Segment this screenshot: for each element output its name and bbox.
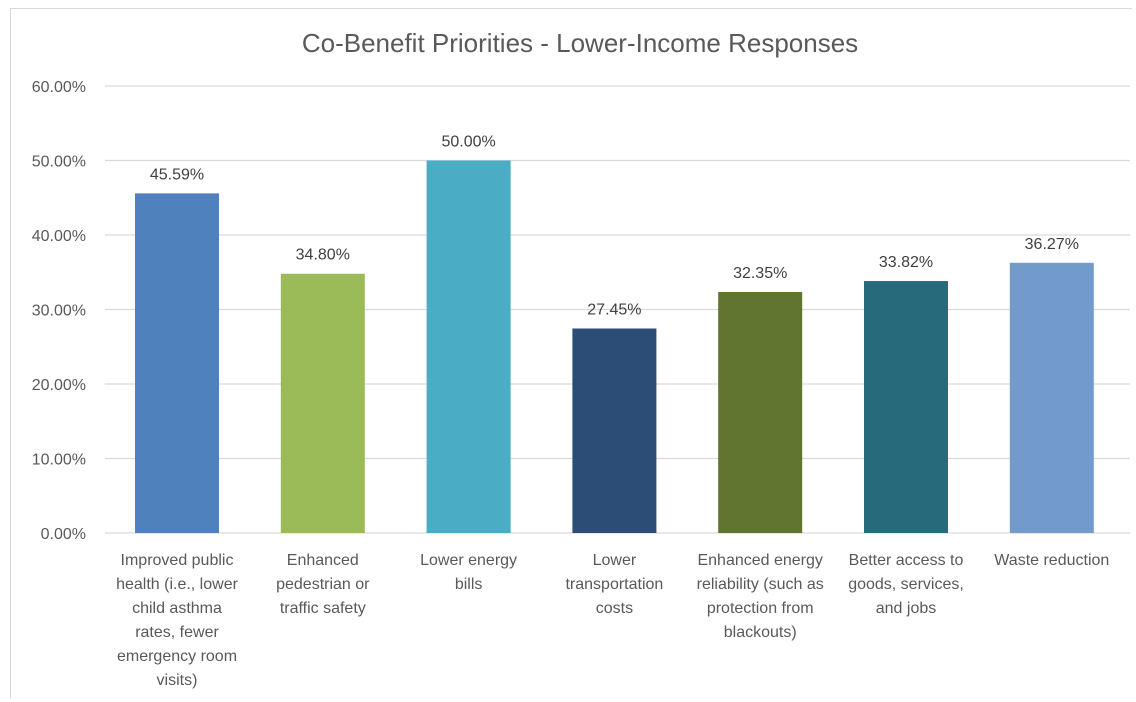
- category-label: Better access to goods, services, and jobs: [848, 552, 964, 617]
- bars: [135, 160, 1094, 534]
- bar: [426, 160, 511, 533]
- data-label: 50.00%: [441, 134, 495, 151]
- data-label: 27.45%: [587, 301, 641, 318]
- data-label: 34.80%: [296, 247, 350, 264]
- y-tick-label: 30.00%: [32, 303, 86, 320]
- x-axis-category-labels: Improved public health (i.e., lower child …: [116, 552, 1109, 689]
- category-label: Waste reduction: [994, 552, 1109, 569]
- chart-title: Co-Benefit Priorities - Lower-Income Res…: [301, 28, 859, 58]
- y-tick-label: 50.00%: [32, 154, 86, 171]
- data-label: 45.59%: [150, 166, 204, 183]
- data-label: 36.27%: [1025, 236, 1079, 253]
- bar: [280, 273, 365, 533]
- y-tick-label: 10.00%: [32, 452, 86, 469]
- category-label: Improved public health (i.e., lower child …: [116, 552, 239, 689]
- data-label: 33.82%: [879, 254, 933, 271]
- category-label: Lower energy bills: [420, 552, 517, 593]
- chart-frame: [10, 8, 1132, 698]
- y-tick-label: 40.00%: [32, 228, 86, 245]
- bar: [135, 193, 219, 534]
- y-tick-label: 60.00%: [32, 79, 86, 96]
- data-labels: 45.59% 34.80% 50.00% 27.45% 32.35% 33.82% 36.2…: [150, 134, 1079, 319]
- category-label: Enhanced pedestrian or traffic safety: [276, 552, 370, 617]
- y-tick-label: 20.00%: [32, 377, 86, 394]
- bar: [718, 291, 803, 533]
- category-label: Enhanced energy reliability (such as prote…: [697, 552, 824, 641]
- y-tick-label: 0.00%: [41, 526, 86, 543]
- bar: [1009, 262, 1094, 533]
- category-label: Lower transportation costs: [565, 552, 663, 617]
- bar: [864, 281, 948, 533]
- data-label: 32.35%: [733, 265, 787, 282]
- bar: [572, 328, 657, 533]
- y-axis-tick-labels: 0.00% 10.00% 20.00% 30.00% 40.00% 50.00% 60.00…: [32, 79, 86, 543]
